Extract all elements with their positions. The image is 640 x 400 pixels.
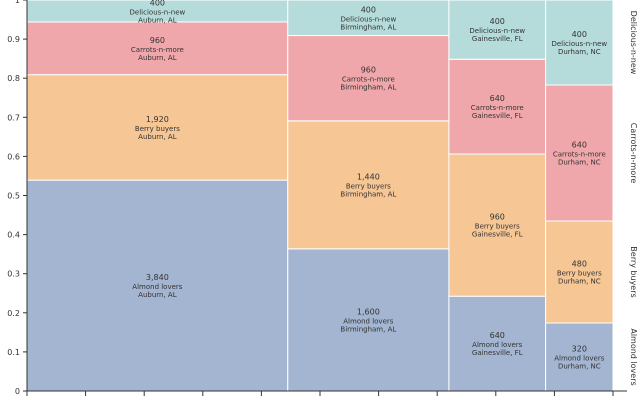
right-label-delicious-n-new: Delicious-n-new xyxy=(629,11,638,75)
cell-birmingham-al-almond-lovers-label-count: 1,600 xyxy=(357,307,380,316)
y-tick-label: 0.1 xyxy=(7,348,20,357)
y-tick-label: 0.4 xyxy=(7,231,20,240)
cell-auburn-al-almond-lovers-label-segment: Almond lovers xyxy=(132,283,182,291)
cell-gainesville-fl-delicious-n-new-label-count: 400 xyxy=(490,17,505,26)
cell-gainesville-fl-carrots-n-more-label-city: Gainesville, FL xyxy=(472,112,523,120)
cell-gainesville-fl-carrots-n-more-label-segment: Carrots-n-more xyxy=(471,104,524,112)
cell-auburn-al-carrots-n-more-label-city: Auburn, AL xyxy=(138,54,177,62)
cell-gainesville-fl-berry-buyers-label-count: 960 xyxy=(490,213,505,222)
cell-gainesville-fl-delicious-n-new xyxy=(448,0,547,60)
cell-gainesville-fl-delicious-n-new-label-segment: Delicious-n-new xyxy=(469,27,525,35)
y-tick-label: 0.9 xyxy=(7,35,20,44)
y-axis: 0 0.1 0.2 0.3 0.4 0.5 0.6 0.7 0.8 0.9 1 xyxy=(7,0,28,396)
cell-durham-nc-delicious-n-new-label-segment: Delicious-n-new xyxy=(551,40,607,48)
y-tick-label: 0.7 xyxy=(7,113,20,122)
cell-gainesville-fl-almond-lovers-label-segment: Almond lovers xyxy=(472,341,522,349)
cell-auburn-al-carrots-n-more-label-segment: Carrots-n-more xyxy=(131,46,184,54)
cell-auburn-al-almond-lovers-label-city: Auburn, AL xyxy=(138,291,177,299)
cell-durham-nc-almond-lovers-label-city: Durham, NC xyxy=(558,363,601,371)
y-tick-label: 0.6 xyxy=(7,152,20,161)
cell-durham-nc-delicious-n-new-label-count: 400 xyxy=(572,30,587,39)
cell-gainesville-fl-almond-lovers-label-city: Gainesville, FL xyxy=(472,349,523,357)
cell-auburn-al-berry-buyers xyxy=(26,74,289,181)
y-tick-label: 0.2 xyxy=(7,309,20,318)
cell-durham-nc-almond-lovers-label-segment: Almond lovers xyxy=(554,355,604,363)
right-label-carrots-n-more: Carrots-n-more xyxy=(629,123,638,184)
cell-birmingham-al-carrots-n-more-label-count: 960 xyxy=(361,66,376,75)
cell-durham-nc-carrots-n-more-label-count: 640 xyxy=(572,141,587,150)
right-label-almond-lovers: Almond lovers xyxy=(629,328,638,385)
cell-gainesville-fl-carrots-n-more-label-count: 640 xyxy=(490,94,505,103)
cell-auburn-al-berry-buyers-label-city: Auburn, AL xyxy=(138,133,177,141)
y-tick-label: 0.8 xyxy=(7,74,20,83)
cell-durham-nc-carrots-n-more-label-segment: Carrots-n-more xyxy=(553,151,606,159)
cell-durham-nc-carrots-n-more xyxy=(545,84,614,222)
cell-durham-nc-carrots-n-more-label-city: Durham, NC xyxy=(558,159,601,167)
cell-gainesville-fl-berry-buyers-label-segment: Berry buyers xyxy=(475,223,520,231)
cell-gainesville-fl-delicious-n-new-label-city: Gainesville, FL xyxy=(472,35,523,43)
cell-birmingham-al-delicious-n-new-label-segment: Delicious-n-new xyxy=(340,15,396,23)
cell-auburn-al-delicious-n-new-label-segment: Delicious-n-new xyxy=(130,8,186,16)
y-tick-label: 0 xyxy=(15,387,20,396)
cell-birmingham-al-delicious-n-new xyxy=(287,0,450,37)
cell-durham-nc-berry-buyers-label-count: 480 xyxy=(572,260,587,269)
cell-gainesville-fl-berry-buyers xyxy=(448,153,547,297)
cell-gainesville-fl-almond-lovers-label-count: 640 xyxy=(490,331,505,340)
cell-durham-nc-berry-buyers xyxy=(545,220,614,324)
cell-durham-nc-almond-lovers xyxy=(545,322,614,392)
cell-birmingham-al-almond-lovers xyxy=(287,248,450,392)
cell-durham-nc-berry-buyers-label-segment: Berry buyers xyxy=(557,270,602,278)
y-tick-label: 0.3 xyxy=(7,270,20,279)
cell-birmingham-al-delicious-n-new-label-city: Birmingham, AL xyxy=(340,23,396,31)
x-axis xyxy=(26,390,627,396)
cell-auburn-al-almond-lovers-label-count: 3,840 xyxy=(146,273,169,282)
y-tick-label: 1 xyxy=(15,0,20,5)
cell-birmingham-al-carrots-n-more-label-segment: Carrots-n-more xyxy=(342,76,395,84)
cell-auburn-al-carrots-n-more-label-count: 960 xyxy=(150,36,165,45)
cell-durham-nc-almond-lovers-label-count: 320 xyxy=(572,345,587,354)
cell-auburn-al-delicious-n-new-label-count: 400 xyxy=(150,0,165,7)
cell-birmingham-al-almond-lovers-label-city: Birmingham, AL xyxy=(340,325,396,333)
cell-birmingham-al-almond-lovers-label-segment: Almond lovers xyxy=(343,317,393,325)
cell-auburn-al-delicious-n-new-label-city: Auburn, AL xyxy=(138,16,177,24)
cell-durham-nc-berry-buyers-label-city: Durham, NC xyxy=(558,278,601,286)
cell-birmingham-al-berry-buyers-label-segment: Berry buyers xyxy=(346,182,391,190)
cell-auburn-al-berry-buyers-label-segment: Berry buyers xyxy=(135,125,180,133)
cell-birmingham-al-delicious-n-new-label-count: 400 xyxy=(361,5,376,14)
cell-birmingham-al-carrots-n-more xyxy=(287,35,450,122)
cell-birmingham-al-berry-buyers xyxy=(287,120,450,250)
right-label-berry-buyers: Berry buyers xyxy=(629,246,638,297)
cell-auburn-al-almond-lovers xyxy=(26,179,289,392)
cell-durham-nc-delicious-n-new xyxy=(545,0,614,86)
cell-gainesville-fl-berry-buyers-label-city: Gainesville, FL xyxy=(472,231,523,239)
cell-durham-nc-delicious-n-new-label-city: Durham, NC xyxy=(558,48,601,56)
cell-birmingham-al-berry-buyers-label-city: Birmingham, AL xyxy=(340,190,396,198)
cell-birmingham-al-carrots-n-more-label-city: Birmingham, AL xyxy=(340,84,396,92)
right-category-labels: Almond lovers Berry buyers Carrots-n-more D… xyxy=(629,11,638,386)
cell-auburn-al-berry-buyers-label-count: 1,920 xyxy=(146,115,169,124)
y-tick-label: 0.5 xyxy=(7,192,20,201)
cell-birmingham-al-berry-buyers-label-count: 1,440 xyxy=(357,172,380,181)
